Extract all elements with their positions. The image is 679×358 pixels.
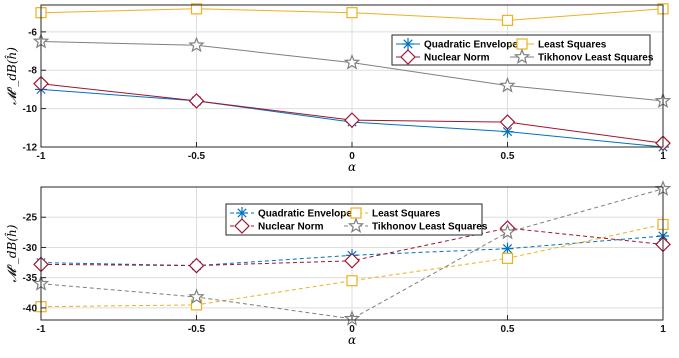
data-point xyxy=(501,14,514,26)
data-point xyxy=(501,252,514,264)
data-point xyxy=(344,112,360,128)
data-point xyxy=(499,114,516,130)
chart-panel-1: -1 -0.5 0 0.5 1 -6 -8 -10 -12 α 𝓜⁰_dB(ĥ) Quadratic … xyxy=(4,3,672,174)
data-point xyxy=(188,257,205,274)
data-point xyxy=(499,223,516,240)
legend-item-4: Tikhonov Least Squares xyxy=(510,48,654,65)
x-axis-label: α xyxy=(348,333,356,347)
legend-label: Least Squares xyxy=(372,209,441,220)
y-tick-label: -10 xyxy=(23,104,38,115)
legend-marker xyxy=(350,207,362,219)
legend-item-1: Quadratic Envelope xyxy=(230,207,352,220)
x-tick-label: 0.5 xyxy=(501,324,515,335)
x-tick-label: 1 xyxy=(660,151,666,162)
data-point xyxy=(499,76,516,93)
data-point xyxy=(501,125,514,138)
legend-marker xyxy=(516,38,528,50)
legend-item-4: Tikhonov Least Squares xyxy=(344,217,488,234)
legend-marker xyxy=(234,218,250,234)
legend-marker xyxy=(513,48,531,65)
data-point xyxy=(188,288,205,305)
x-tick-label: -1 xyxy=(37,324,46,335)
legend-item-2: Least Squares xyxy=(510,38,607,51)
legend-label: Quadratic Envelope xyxy=(424,40,518,51)
x-tick-label: 0.5 xyxy=(501,151,515,162)
legend-item-3: Nuclear Norm xyxy=(396,49,490,65)
data-point xyxy=(501,242,514,255)
x-tick-label: -0.5 xyxy=(188,324,206,335)
y-tick-label: -8 xyxy=(28,66,37,77)
y-tick-label: -25 xyxy=(23,213,38,224)
legend-marker xyxy=(236,207,248,219)
y-tick-label: -40 xyxy=(23,303,38,314)
legend-label: Nuclear Norm xyxy=(424,53,490,64)
legend-marker xyxy=(347,217,365,234)
legend: Quadratic Envelope Least Squares Nuclear N… xyxy=(391,34,654,66)
legend: Quadratic Envelope Least Squares Nuclear N… xyxy=(225,203,488,236)
chart-panel-2: -1 -0.5 0 0.5 1 -25 -30 -35 -40 α 𝓜⁰_dB(ĥ) Quadrati… xyxy=(4,180,672,347)
legend-item-2: Least Squares xyxy=(344,207,441,220)
data-point xyxy=(190,3,203,15)
data-point xyxy=(346,7,358,19)
x-tick-label: -1 xyxy=(37,151,46,162)
x-axis-label: α xyxy=(348,160,356,174)
legend-marker xyxy=(400,49,416,65)
data-point xyxy=(343,53,361,70)
y-axis-label: 𝓜⁰_dB(ĥ) xyxy=(4,224,19,282)
x-tick-label: 1 xyxy=(660,324,666,335)
data-point xyxy=(346,275,358,287)
y-axis-label: 𝓜⁰_dB(ĥ) xyxy=(4,47,19,105)
x-tick-label: -0.5 xyxy=(188,151,206,162)
data-point xyxy=(344,252,360,269)
legend-label: Nuclear Norm xyxy=(258,222,324,233)
legend-item-1: Quadratic Envelope xyxy=(396,38,518,51)
y-tick-label: -12 xyxy=(23,143,38,154)
legend-marker xyxy=(402,38,414,50)
data-point xyxy=(188,36,205,53)
y-tick-label: -35 xyxy=(23,273,38,284)
legend-label: Quadratic Envelope xyxy=(258,209,352,220)
legend-label: Least Squares xyxy=(538,40,607,51)
y-tick-label: -30 xyxy=(23,243,38,254)
x-tick-label: 0 xyxy=(349,324,355,335)
data-point xyxy=(188,93,205,109)
y-tick-label: -6 xyxy=(28,27,37,38)
x-tick-label: 0 xyxy=(349,151,355,162)
legend-label: Tikhonov Least Squares xyxy=(372,222,488,233)
legend-item-3: Nuclear Norm xyxy=(230,218,324,234)
legend-label: Tikhonov Least Squares xyxy=(538,53,654,64)
